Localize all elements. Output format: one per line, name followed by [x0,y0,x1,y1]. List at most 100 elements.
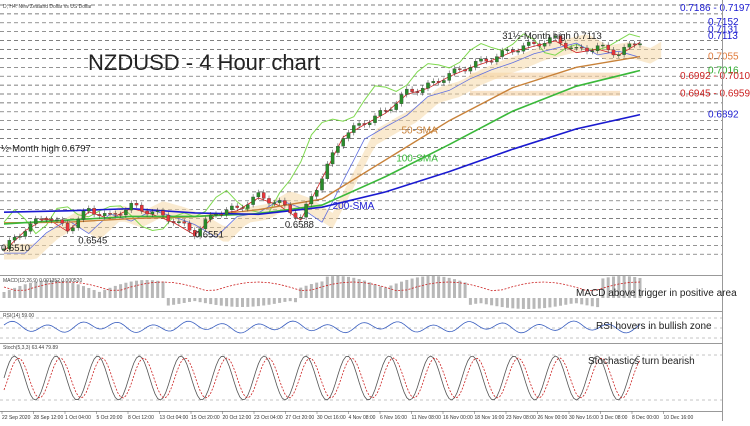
macd-bar [516,298,520,309]
macd-bar [124,282,128,298]
macd-bar [156,280,160,298]
macd-bar [87,287,91,298]
candle-body [595,45,600,51]
candle-body [484,58,489,62]
price-level-label: 0.7055 [708,52,739,63]
macd-bar [193,298,197,302]
macd-bar [373,284,377,298]
macd-bar [500,298,504,308]
candle-body [203,219,208,229]
macd-bar [315,282,319,298]
candle-body [638,43,642,46]
macd-bar [633,276,637,298]
macd-comment: MACD above trigger in positive area [576,288,737,299]
macd-bar [119,284,123,298]
candle-body [71,227,75,232]
macd-bar [400,281,403,298]
candle-body [193,230,197,237]
candle-body [394,103,398,110]
candle-body [145,210,149,215]
macd-bar [548,298,552,308]
candle-body [272,202,277,204]
macd-bar [299,287,303,298]
candle-body [113,213,118,215]
candle-body [521,45,526,52]
macd-bar [267,298,271,305]
candle-body [564,42,568,49]
candle-body [611,49,616,56]
macd-bar [188,298,191,302]
sma-100-line [3,69,641,225]
macd-bar [209,298,213,305]
macd-bar [527,298,531,309]
candle-body [357,123,361,126]
candle-body [516,51,520,53]
candle-body [622,46,626,55]
time-axis: 22 Sep 2020 28 Sep 12:00 1 Oct 04:00 5 Oct … [1,411,694,421]
candle-body [537,43,542,47]
macd-bar [384,287,388,298]
macd-bar [585,298,589,306]
candle-body [532,41,536,44]
price-level-label: 0.7016 [708,66,739,77]
macd-bar [182,298,186,303]
price-level-label: 0.6945 - 0.6959 [680,88,750,99]
candle-body [420,88,425,93]
macd-bar [103,289,107,298]
macd-bar [437,276,441,298]
candle-body [177,221,181,224]
macd-bar [521,298,525,309]
macd-bar [161,281,165,298]
macd-bar [241,298,244,307]
candle-body [468,67,473,72]
macd-bar [55,280,59,298]
macd-bar [97,291,101,298]
candle-body [166,214,171,222]
candle-body [632,43,637,46]
candle-body [542,43,547,47]
candle-body [251,196,255,205]
candle-body [39,218,43,220]
x-tick-label: 4 Nov 08:00 [349,415,376,421]
macd-bar [564,298,568,305]
x-tick-label: 13 Oct 04:00 [160,415,189,421]
macd-bar [262,298,266,306]
macd-bar [113,285,117,298]
rsi-comment: RSI hovers in bullish zone [596,321,712,332]
x-tick-label: 10 Dec 16:00 [664,415,694,421]
candle-body [261,192,266,199]
stoch-header: Stoch(5,3,3) 63.44 79.89 [3,345,58,351]
chart-annotations: 31½-Month high 0.7113 ½-Month high 0.6797… [1,31,602,254]
price-level-label: 0.6892 [708,110,739,121]
macd-bar [341,276,345,298]
rsi-panel [0,317,722,339]
candle-body [304,203,308,218]
candle-body [569,47,573,50]
candle-body [436,81,441,83]
candle-body [288,204,292,214]
macd-bar [442,276,446,298]
annotation-label: 200-SMA [333,201,375,212]
macd-bar [543,298,547,309]
macd-bar [18,285,22,298]
candle-body [219,214,224,216]
candle-body [283,200,287,206]
macd-bar [76,284,80,298]
macd-bar [431,276,435,298]
macd-bar [309,284,313,298]
ichimoku-cloud [4,34,662,260]
x-tick-label: 26 Nov 00:00 [538,415,568,421]
stoch-main-line [3,355,641,401]
candle-body [299,217,303,219]
x-tick-label: 23 Oct 04:00 [254,415,283,421]
candle-body [558,35,563,44]
macd-bar [479,298,483,304]
macd-bar [325,276,329,298]
macd-bar [34,281,38,298]
candle-body [330,152,335,165]
candle-body [500,50,504,57]
candle-body [155,210,160,212]
candle-body [511,49,515,53]
chart-caption: D, H4: New Zealand Dollar vs US Dollar [3,4,92,10]
